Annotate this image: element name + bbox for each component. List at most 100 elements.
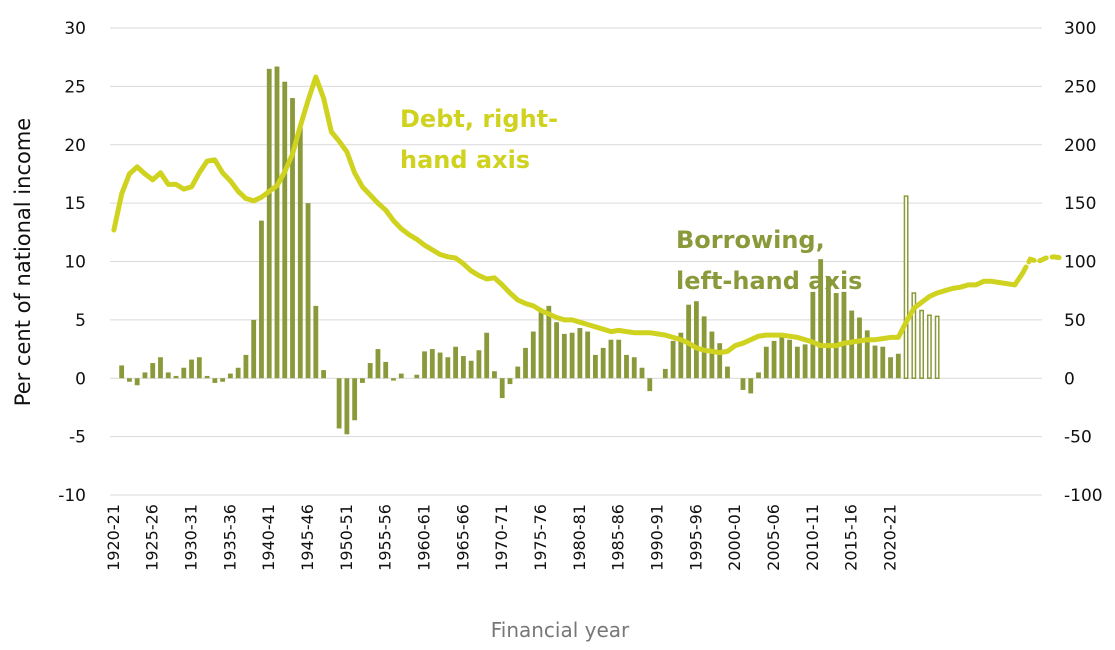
borrowing-forecast-bar bbox=[903, 195, 909, 379]
x-tick-label: 2000-01 bbox=[725, 504, 744, 571]
borrowing-bar bbox=[624, 354, 629, 379]
borrowing-bar bbox=[670, 340, 676, 379]
x-axis-label: Financial year bbox=[491, 618, 630, 642]
gridlines bbox=[110, 27, 1042, 496]
right-tick-label: -50 bbox=[1064, 428, 1092, 448]
x-tick-label: 1970-71 bbox=[492, 504, 511, 571]
x-tick-label: 1950-51 bbox=[337, 504, 356, 571]
left-tick-label: 30 bbox=[64, 19, 86, 39]
borrowing-bar bbox=[756, 372, 761, 379]
borrowing-bar bbox=[569, 332, 575, 379]
borrowing-bar bbox=[748, 378, 754, 394]
borrowing-bar bbox=[367, 363, 373, 379]
x-tick-label: 1920-21 bbox=[104, 504, 123, 571]
borrowing-bar bbox=[616, 339, 622, 379]
left-tick-label: 20 bbox=[64, 136, 86, 156]
borrowing-bar bbox=[499, 378, 505, 399]
borrowing-bar bbox=[375, 349, 381, 379]
right-tick-label: -100 bbox=[1064, 486, 1103, 506]
left-tick-label: -5 bbox=[69, 428, 86, 448]
borrowing-bar bbox=[810, 291, 816, 379]
borrowing-bar bbox=[600, 347, 606, 379]
borrowing-bar bbox=[391, 378, 396, 381]
borrowing-bar bbox=[150, 363, 156, 379]
borrowing-bar bbox=[468, 360, 474, 379]
x-tick-label: 1925-26 bbox=[143, 504, 162, 571]
borrowing-bar bbox=[181, 367, 187, 379]
borrowing-annotation-line-1: Borrowing, bbox=[676, 226, 825, 254]
right-tick-label: 50 bbox=[1064, 311, 1086, 331]
borrowing-bar bbox=[429, 349, 435, 379]
left-tick-label: 0 bbox=[75, 369, 86, 389]
x-tick-label: 1940-41 bbox=[259, 504, 278, 571]
borrowing-bar bbox=[297, 127, 303, 379]
right-tick-label: 100 bbox=[1064, 253, 1096, 273]
left-tick-label: 15 bbox=[64, 194, 86, 214]
borrowing-bar bbox=[398, 373, 404, 379]
debt-annotation-line-2: hand axis bbox=[400, 146, 530, 174]
borrowing-bar bbox=[608, 339, 614, 379]
borrowing-bar bbox=[717, 343, 723, 379]
borrowing-bar bbox=[662, 368, 668, 379]
borrowing-bar bbox=[593, 354, 598, 379]
y-axis-label: Per cent of national income bbox=[11, 118, 35, 406]
borrowing-bar bbox=[422, 351, 427, 379]
borrowing-bar bbox=[290, 98, 295, 379]
borrowing-bar bbox=[453, 346, 459, 379]
x-tick-label: 1980-81 bbox=[570, 504, 589, 571]
borrowing-bar bbox=[212, 378, 218, 383]
borrowing-bar bbox=[336, 378, 342, 429]
borrowing-bar bbox=[639, 367, 645, 379]
borrowing-bar bbox=[321, 370, 326, 379]
x-tick-label: 1990-91 bbox=[648, 504, 667, 571]
borrowing-bar bbox=[227, 373, 233, 379]
x-tick-label: 2020-21 bbox=[881, 504, 900, 571]
borrowing-bar bbox=[857, 317, 862, 379]
debt-annotation: Debt, right- hand axis bbox=[400, 105, 566, 174]
borrowing-bar bbox=[895, 353, 901, 379]
x-tick-label: 1945-46 bbox=[298, 504, 317, 571]
borrowing-bar bbox=[561, 333, 567, 379]
borrowing-bar bbox=[880, 346, 886, 379]
borrowing-bar bbox=[352, 378, 358, 421]
borrowing-bar bbox=[678, 332, 684, 379]
left-tick-label: -10 bbox=[58, 486, 86, 506]
borrowing-bar bbox=[771, 340, 777, 379]
borrowing-forecast-bar bbox=[919, 309, 925, 379]
right-tick-label: 150 bbox=[1064, 194, 1096, 214]
borrowing-bar bbox=[779, 335, 785, 379]
borrowing-bar bbox=[165, 372, 171, 379]
borrowing-bar bbox=[158, 357, 163, 379]
borrowing-bar bbox=[794, 346, 800, 379]
borrowing-bar bbox=[787, 339, 792, 379]
borrowing-bar bbox=[515, 366, 521, 379]
borrowing-bar bbox=[693, 301, 699, 379]
borrowing-bar bbox=[313, 305, 319, 379]
borrowing-bar bbox=[383, 361, 389, 379]
borrowing-bar bbox=[888, 357, 893, 379]
x-tick-label: 2015-16 bbox=[842, 504, 861, 571]
borrowing-bar bbox=[841, 291, 847, 379]
borrowing-bar bbox=[282, 81, 288, 379]
borrowing-bar bbox=[523, 347, 528, 379]
borrowing-bar bbox=[437, 352, 443, 379]
debt-annotation-line-1: Debt, right- bbox=[400, 105, 558, 133]
borrowing-bar bbox=[235, 367, 241, 379]
borrowing-bar bbox=[414, 374, 420, 379]
borrowing-bar bbox=[484, 332, 490, 379]
borrowing-bar bbox=[538, 311, 544, 379]
x-axis-ticks: 1920-21 1925-26 1930-31 1935-36 1940-41 1945-… bbox=[104, 504, 900, 571]
x-tick-label: 1955-56 bbox=[376, 504, 395, 571]
borrowing-bars bbox=[119, 66, 901, 435]
borrowing-bar bbox=[127, 378, 132, 382]
right-axis-ticks: -100 -50 0 50 100 150 200 250 300 bbox=[1064, 19, 1103, 506]
borrowing-bar bbox=[631, 357, 637, 379]
x-tick-label: 2005-06 bbox=[764, 504, 783, 571]
borrowing-bar bbox=[460, 356, 466, 379]
x-tick-label: 1995-96 bbox=[686, 504, 705, 571]
borrowing-bar bbox=[344, 378, 350, 435]
borrowing-bar bbox=[196, 357, 202, 379]
left-tick-label: 10 bbox=[64, 253, 86, 273]
borrowing-forecast-bars bbox=[903, 195, 940, 379]
